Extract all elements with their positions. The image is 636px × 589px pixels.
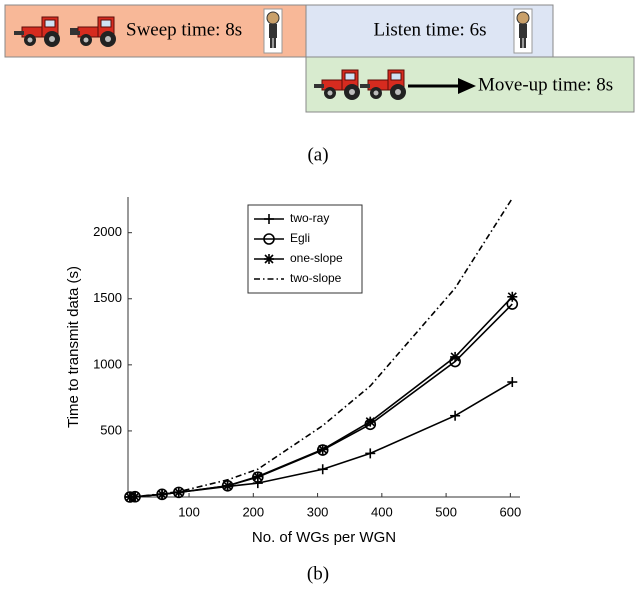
series-line [129, 296, 513, 498]
x-tick-label: 400 [371, 504, 393, 519]
marker-stroke [507, 292, 517, 302]
series-line [129, 381, 513, 498]
moveup-label: Move-up time: 8s [478, 74, 613, 95]
legend: two-ray Egli one-slope two-slope [247, 204, 363, 294]
marker [252, 471, 263, 482]
legend-label: one-slope [290, 251, 343, 265]
marker [317, 464, 328, 475]
marker [263, 233, 275, 245]
sweep-label: Sweep time: 8s [126, 19, 242, 40]
diagram: Sweep time: 8s Listen time: 6s Move-up t… [4, 4, 635, 165]
x-tick-label: 300 [307, 504, 329, 519]
caption: (a) [307, 144, 328, 165]
legend-label: two-slope [290, 271, 342, 285]
marker-stroke [264, 254, 274, 264]
marker-stroke [223, 481, 233, 491]
series-line [129, 197, 513, 498]
marker [365, 448, 376, 459]
legend-label: Egli [290, 231, 310, 245]
marker-stroke [365, 417, 375, 427]
marker-stroke [253, 471, 263, 482]
marker [222, 480, 233, 491]
marker [365, 416, 376, 427]
marker [264, 254, 274, 264]
marker-stroke [174, 487, 184, 497]
y-axis-label: Time to transmit data (s) [65, 266, 82, 428]
marker [264, 214, 274, 224]
x-tick-label: 500 [435, 504, 457, 519]
legend-label: two-ray [290, 211, 329, 225]
person-icon [263, 8, 283, 54]
marker [507, 377, 518, 388]
arrow-head [458, 78, 476, 94]
listen-box [305, 4, 554, 58]
x-tick-label: 600 [500, 504, 522, 519]
person-icon [513, 8, 533, 54]
x-tick-label: 100 [178, 504, 200, 519]
marker [317, 444, 328, 455]
marker-stroke [450, 352, 460, 362]
marker [450, 410, 461, 421]
x-tick-label: 200 [242, 504, 264, 519]
series-line [129, 303, 513, 498]
marker [450, 351, 461, 362]
marker-circle [263, 233, 275, 245]
marker-stroke [318, 444, 328, 454]
x-axis-label: No. of WGs per WGN [252, 529, 396, 546]
y-tick-label: 1500 [93, 290, 122, 305]
y-tick-label: 2000 [93, 224, 122, 239]
chart: (b) No. of WGs per WGN Time to transmit … [65, 197, 521, 584]
marker [507, 291, 518, 302]
y-tick-label: 1000 [93, 356, 122, 371]
y-tick-label: 500 [100, 422, 122, 437]
caption: (b) [307, 563, 329, 584]
listen-label: Listen time: 6s [374, 19, 487, 40]
